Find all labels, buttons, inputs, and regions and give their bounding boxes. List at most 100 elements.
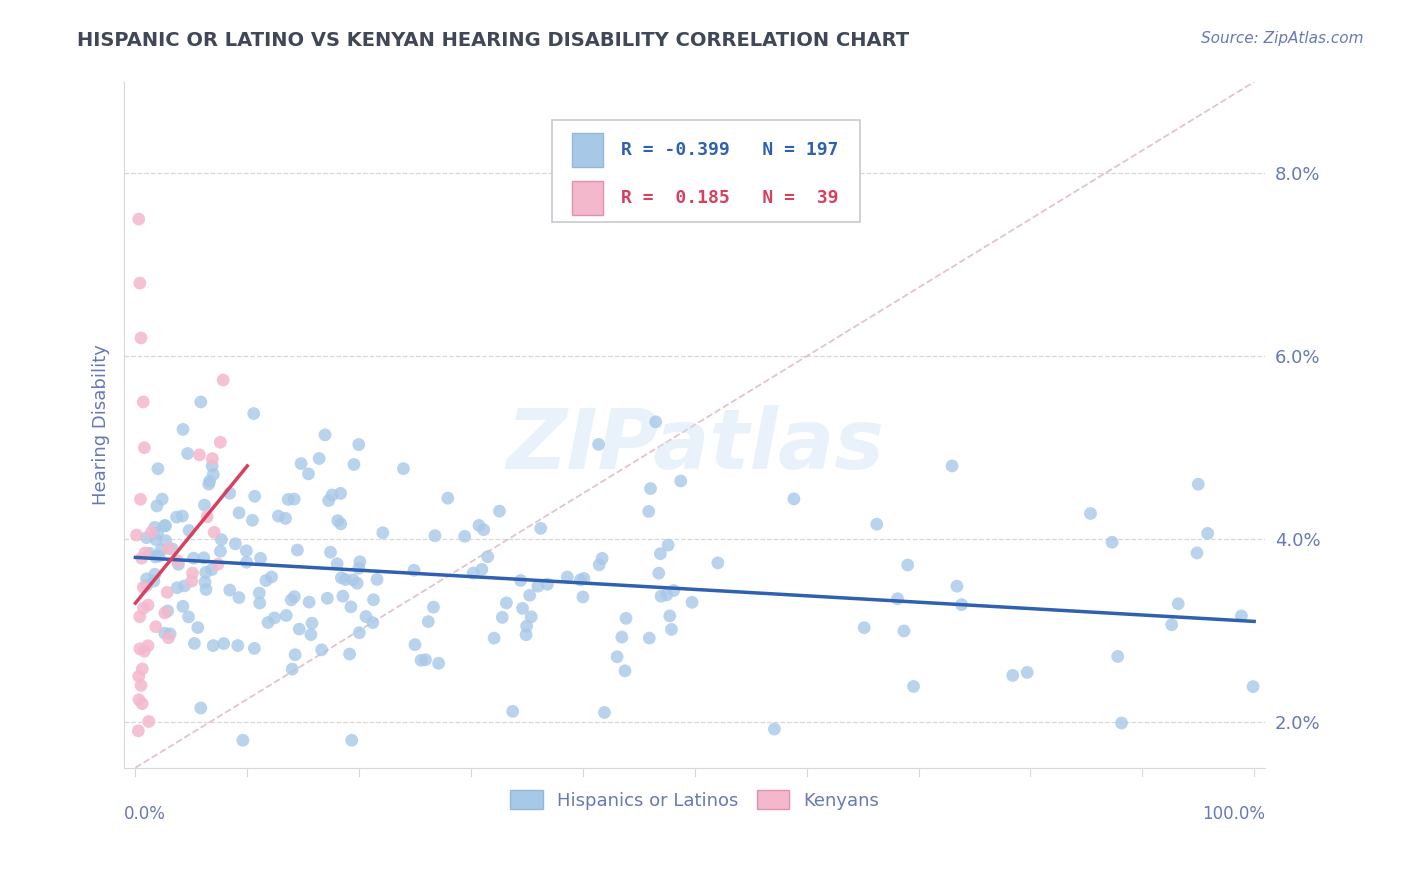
Point <box>142 574 165 588</box>
Point <box>128 609 150 624</box>
Point <box>195 509 218 524</box>
Point <box>290 457 312 471</box>
Point <box>866 517 889 532</box>
Point <box>347 437 370 451</box>
Point <box>950 598 973 612</box>
Point <box>176 446 198 460</box>
Point <box>134 644 156 658</box>
Point <box>150 542 173 557</box>
Point <box>502 704 524 718</box>
Point <box>212 373 235 387</box>
Point <box>155 533 177 548</box>
Point <box>125 528 148 542</box>
Point <box>212 636 235 650</box>
Point <box>166 554 188 568</box>
Point <box>363 592 385 607</box>
Point <box>173 579 195 593</box>
Point <box>463 566 485 580</box>
Point <box>193 550 215 565</box>
Point <box>218 583 240 598</box>
Point <box>468 518 491 533</box>
Point <box>648 566 671 581</box>
Point <box>135 531 157 545</box>
Point <box>194 575 217 590</box>
Point <box>187 621 209 635</box>
Point <box>188 448 211 462</box>
Point <box>128 641 150 656</box>
Point <box>167 558 190 572</box>
Point <box>263 611 285 625</box>
Point <box>128 669 150 683</box>
Point <box>326 514 349 528</box>
Point <box>260 570 283 584</box>
Point <box>156 604 179 618</box>
Point <box>298 595 321 609</box>
Point <box>657 538 679 552</box>
Point <box>1160 617 1182 632</box>
Point <box>198 474 221 488</box>
Point <box>138 714 160 729</box>
Point <box>606 649 628 664</box>
Point <box>572 572 595 586</box>
Point <box>471 562 494 576</box>
Point <box>209 533 232 547</box>
Point <box>318 493 340 508</box>
Point <box>159 627 181 641</box>
Point <box>569 573 592 587</box>
Point <box>488 504 510 518</box>
Point <box>418 615 440 629</box>
Point <box>392 461 415 475</box>
Point <box>436 491 458 505</box>
Point <box>202 639 225 653</box>
Point <box>287 543 309 558</box>
Point <box>343 458 366 472</box>
Point <box>516 619 538 633</box>
Point <box>226 639 249 653</box>
Point <box>640 482 662 496</box>
Point <box>941 458 963 473</box>
Text: 0.0%: 0.0% <box>124 805 166 823</box>
Point <box>267 509 290 524</box>
Point <box>415 653 437 667</box>
Point <box>427 657 450 671</box>
Point <box>512 601 534 615</box>
Point <box>136 598 159 612</box>
Point <box>155 519 177 533</box>
Point <box>897 558 920 572</box>
Point <box>591 551 613 566</box>
Point <box>135 572 157 586</box>
Point <box>127 723 149 738</box>
Point <box>409 653 432 667</box>
Point <box>422 600 444 615</box>
Point <box>243 489 266 503</box>
Point <box>644 415 666 429</box>
Y-axis label: Hearing Disability: Hearing Disability <box>93 344 110 505</box>
Point <box>340 733 363 747</box>
Point <box>254 574 277 588</box>
Point <box>520 610 543 624</box>
Point <box>201 451 224 466</box>
Point <box>853 621 876 635</box>
Point <box>257 615 280 630</box>
Point <box>1197 526 1219 541</box>
Bar <box>572 181 603 215</box>
Point <box>209 435 232 450</box>
Point <box>242 407 264 421</box>
Point <box>145 533 167 547</box>
Point <box>129 678 152 692</box>
Point <box>1187 477 1209 491</box>
Point <box>194 566 217 580</box>
Point <box>228 591 250 605</box>
Point <box>228 506 250 520</box>
Point <box>190 701 212 715</box>
Point <box>156 585 179 599</box>
Point <box>128 212 150 227</box>
Point <box>366 573 388 587</box>
Point <box>1111 716 1133 731</box>
Point <box>536 577 558 591</box>
Point <box>153 606 176 620</box>
Point <box>283 590 305 604</box>
Point <box>330 571 353 585</box>
Point <box>181 566 204 580</box>
Point <box>274 511 297 525</box>
